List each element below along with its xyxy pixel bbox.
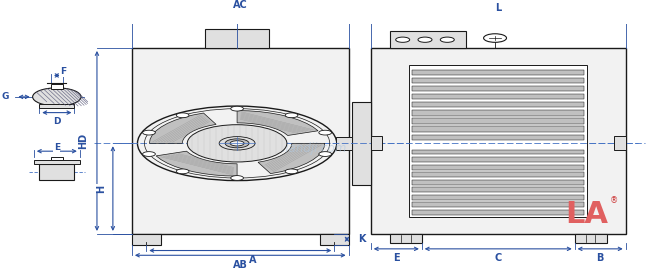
Circle shape: [225, 139, 249, 148]
Text: L: L: [495, 3, 501, 13]
Bar: [390, 234, 422, 243]
Bar: [371, 136, 382, 150]
Text: LA: LA: [566, 200, 608, 229]
Circle shape: [285, 169, 298, 174]
Text: E: E: [54, 143, 60, 152]
Circle shape: [187, 125, 287, 162]
Circle shape: [231, 106, 244, 111]
Bar: [412, 150, 584, 154]
Bar: [412, 70, 584, 75]
Text: B: B: [597, 253, 604, 263]
Bar: [412, 165, 584, 169]
Bar: [51, 157, 62, 160]
Bar: [412, 172, 584, 177]
Circle shape: [176, 169, 189, 174]
Text: ®: ®: [610, 196, 618, 205]
Bar: [352, 102, 371, 185]
Bar: [412, 187, 584, 192]
Text: H: H: [96, 184, 107, 193]
Bar: [412, 202, 584, 207]
Bar: [132, 48, 348, 234]
Text: AB: AB: [233, 259, 248, 270]
Circle shape: [137, 106, 337, 181]
Text: G: G: [2, 92, 9, 101]
Circle shape: [285, 113, 298, 118]
Bar: [132, 234, 161, 245]
Bar: [412, 126, 584, 132]
Circle shape: [32, 88, 81, 106]
Bar: [412, 210, 584, 215]
Text: K: K: [358, 234, 366, 244]
Text: www.jiahiaidiandji.com: www.jiahiaidiandji.com: [211, 142, 346, 154]
Polygon shape: [156, 151, 237, 176]
Circle shape: [231, 176, 244, 180]
Text: C: C: [495, 253, 502, 263]
Circle shape: [418, 37, 432, 42]
Polygon shape: [258, 143, 325, 174]
Text: D: D: [53, 117, 60, 126]
Bar: [336, 137, 352, 150]
Bar: [412, 118, 584, 123]
Bar: [412, 102, 584, 107]
Circle shape: [396, 37, 410, 42]
Bar: [575, 234, 606, 243]
Bar: [614, 136, 625, 150]
Text: A: A: [249, 255, 257, 265]
Circle shape: [230, 141, 244, 146]
Polygon shape: [150, 113, 216, 143]
Bar: [34, 160, 80, 163]
Bar: [51, 84, 62, 89]
Bar: [412, 180, 584, 185]
Text: HD: HD: [78, 133, 88, 149]
Bar: [412, 86, 584, 91]
Bar: [205, 29, 269, 48]
Circle shape: [440, 37, 454, 42]
Bar: [320, 234, 348, 245]
Bar: [371, 48, 625, 234]
Bar: [412, 94, 584, 99]
Circle shape: [319, 130, 332, 135]
Bar: [39, 104, 74, 108]
Bar: [412, 78, 584, 83]
Bar: [390, 31, 467, 48]
Bar: [412, 157, 584, 162]
Circle shape: [219, 137, 255, 150]
Bar: [412, 110, 584, 116]
Circle shape: [319, 152, 332, 156]
Bar: [39, 163, 74, 180]
Bar: [409, 65, 588, 217]
Circle shape: [142, 152, 155, 156]
Text: F: F: [60, 67, 66, 76]
Text: AC: AC: [233, 1, 248, 10]
Polygon shape: [237, 110, 318, 135]
Bar: [412, 135, 584, 140]
Bar: [412, 195, 584, 200]
Circle shape: [176, 113, 189, 118]
Circle shape: [142, 130, 155, 135]
Text: E: E: [393, 253, 400, 263]
